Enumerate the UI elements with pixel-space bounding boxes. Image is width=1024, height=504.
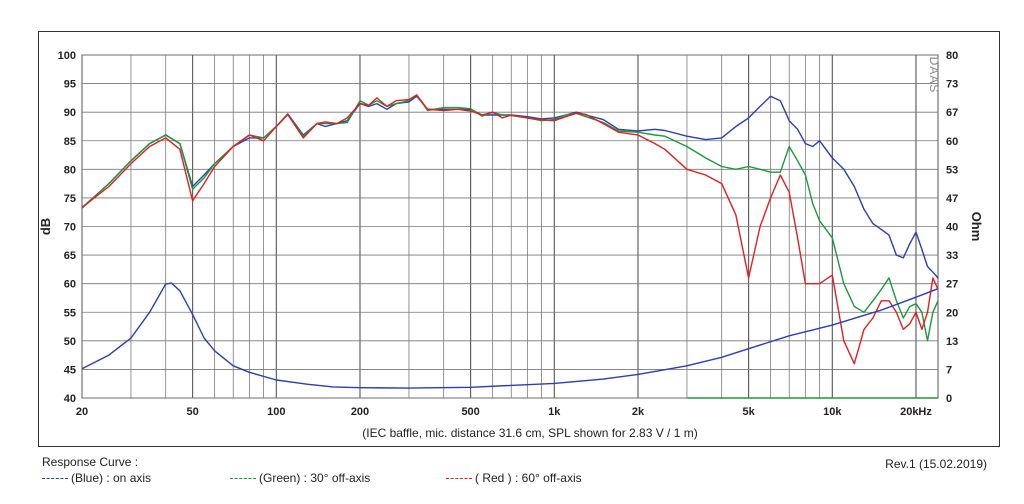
y-tick-label: 50	[64, 336, 76, 348]
x-tick-label: 20kHz	[900, 406, 932, 418]
legend-entry-red: ( Red ) : 60° off-axis	[446, 471, 582, 485]
legend-label-red: ( Red ) : 60° off-axis	[475, 471, 582, 485]
y-tick-label: 80	[64, 164, 76, 176]
y2-tick-label: 67	[946, 107, 958, 119]
x-tick-label: 200	[351, 406, 369, 418]
y-axis-title: dB	[38, 218, 53, 235]
y2-tick-label: 80	[946, 50, 958, 62]
y-tick-label: 60	[64, 279, 76, 291]
y-tick-label: 95	[64, 79, 76, 91]
y-tick-label: 65	[64, 250, 76, 262]
y2-axis-title: Ohm	[969, 212, 984, 242]
x-tick-label: 5k	[742, 406, 755, 418]
watermark-text: DAAS	[927, 57, 941, 94]
legend-swatch-red	[446, 477, 472, 479]
revision-label: Rev.1 (15.02.2019)	[885, 457, 987, 471]
series-red-60deg	[81, 94, 939, 365]
x-tick-label: 20	[76, 406, 88, 418]
y2-tick-label: 40	[946, 222, 958, 234]
y2-tick-label: 0	[946, 393, 952, 405]
series-impedance	[81, 282, 939, 389]
legend-label-blue: (Blue) : on axis	[71, 471, 152, 485]
y-tick-label: 45	[64, 364, 76, 376]
x-tick-label: 1k	[548, 406, 561, 418]
chart-annotation: (IEC baffle, mic. distance 31.6 cm, SPL …	[362, 426, 697, 440]
y2-tick-label: 27	[946, 279, 958, 291]
legend-entry-blue: (Blue) : on axis	[42, 471, 151, 485]
legend-swatch-blue	[42, 477, 68, 479]
y-tick-label: 90	[64, 107, 76, 119]
y-tick-label: 40	[64, 393, 76, 405]
y2-tick-label: 47	[946, 193, 958, 205]
y2-tick-label: 73	[946, 79, 958, 91]
legend-entry-green: (Green) : 30° off-axis	[230, 471, 370, 485]
y-tick-label: 55	[64, 307, 76, 319]
y-tick-label: 70	[64, 222, 76, 234]
y2-tick-label: 60	[946, 136, 958, 148]
y-tick-label: 75	[64, 193, 76, 205]
x-tick-label: 50	[187, 406, 199, 418]
x-tick-label: 500	[461, 406, 479, 418]
y-tick-label: 85	[64, 136, 76, 148]
x-tick-label: 2k	[632, 406, 645, 418]
y-tick-label: 100	[58, 50, 76, 62]
legend-swatch-green	[230, 477, 256, 479]
y2-tick-label: 7	[946, 364, 952, 376]
y2-tick-label: 53	[946, 164, 958, 176]
y2-tick-label: 20	[946, 307, 958, 319]
legend-title: Response Curve :	[42, 455, 139, 469]
x-tick-label: 100	[267, 406, 285, 418]
legend-label-green: (Green) : 30° off-axis	[259, 471, 371, 485]
y2-tick-label: 33	[946, 250, 958, 262]
x-tick-label: 10k	[823, 406, 842, 418]
chart-frame	[38, 31, 1000, 447]
y2-tick-label: 13	[946, 336, 958, 348]
